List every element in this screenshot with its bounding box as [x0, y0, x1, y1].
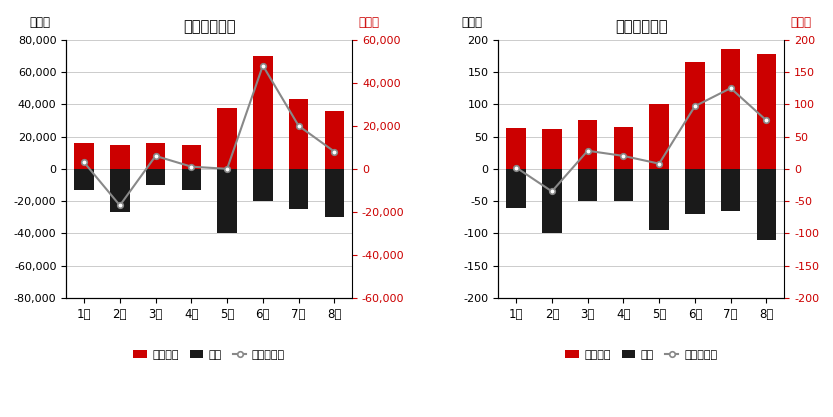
差（右軸）	[582, 148, 592, 153]
差（右軸）	[726, 85, 736, 90]
差（右軸）	[115, 203, 125, 208]
Text: （件）: （件）	[790, 16, 811, 30]
Bar	[325, 111, 344, 169]
Line: 差（右軸）: 差（右軸）	[82, 63, 337, 208]
Bar	[685, 62, 705, 169]
Bar	[578, 169, 597, 201]
Bar	[542, 169, 561, 234]
Legend: 新規空室, 成約, 差（右軸）: 新規空室, 成約, 差（右軸）	[129, 346, 290, 364]
差（右軸）	[79, 160, 89, 165]
Bar	[74, 169, 94, 190]
差（右軸）	[654, 161, 664, 166]
差（右軸）	[258, 63, 268, 68]
Bar	[253, 56, 272, 169]
Bar	[110, 145, 130, 169]
差（右軸）	[187, 164, 197, 169]
Bar	[146, 143, 166, 169]
Bar	[289, 169, 308, 209]
差（右軸）	[329, 149, 339, 154]
Bar	[74, 143, 94, 169]
Bar	[217, 169, 237, 234]
Bar	[146, 169, 166, 185]
Bar	[289, 99, 308, 169]
Bar	[614, 127, 633, 169]
Text: （嵪）: （嵪）	[29, 16, 50, 30]
Bar	[182, 169, 202, 190]
Bar	[506, 128, 526, 169]
Text: （件）: （件）	[461, 16, 482, 30]
Bar	[756, 54, 776, 169]
Bar	[721, 49, 741, 169]
差（右軸）	[618, 153, 628, 158]
Bar	[110, 169, 130, 212]
Bar	[614, 169, 633, 201]
Bar	[649, 104, 669, 169]
差（右軸）	[293, 123, 303, 128]
Bar	[506, 169, 526, 208]
差（右軸）	[151, 153, 161, 158]
Bar	[685, 169, 705, 214]
差（右軸）	[222, 166, 232, 171]
Text: （嵪）: （嵪）	[358, 16, 379, 30]
Title: 東京（面積）: 東京（面積）	[183, 20, 236, 34]
Bar	[182, 145, 202, 169]
Legend: 新規空室, 成約, 差（右軸）: 新規空室, 成約, 差（右軸）	[561, 346, 721, 364]
Bar	[253, 169, 272, 201]
差（右軸）	[511, 165, 521, 170]
差（右軸）	[690, 104, 700, 109]
Bar	[649, 169, 669, 230]
Bar	[542, 129, 561, 169]
Bar	[721, 169, 741, 211]
差（右軸）	[761, 118, 771, 123]
Bar	[325, 169, 344, 217]
Title: 東京（件数）: 東京（件数）	[615, 20, 667, 34]
Bar	[217, 108, 237, 169]
Bar	[578, 121, 597, 169]
差（右軸）	[547, 189, 557, 194]
Bar	[756, 169, 776, 240]
Line: 差（右軸）: 差（右軸）	[513, 85, 769, 194]
